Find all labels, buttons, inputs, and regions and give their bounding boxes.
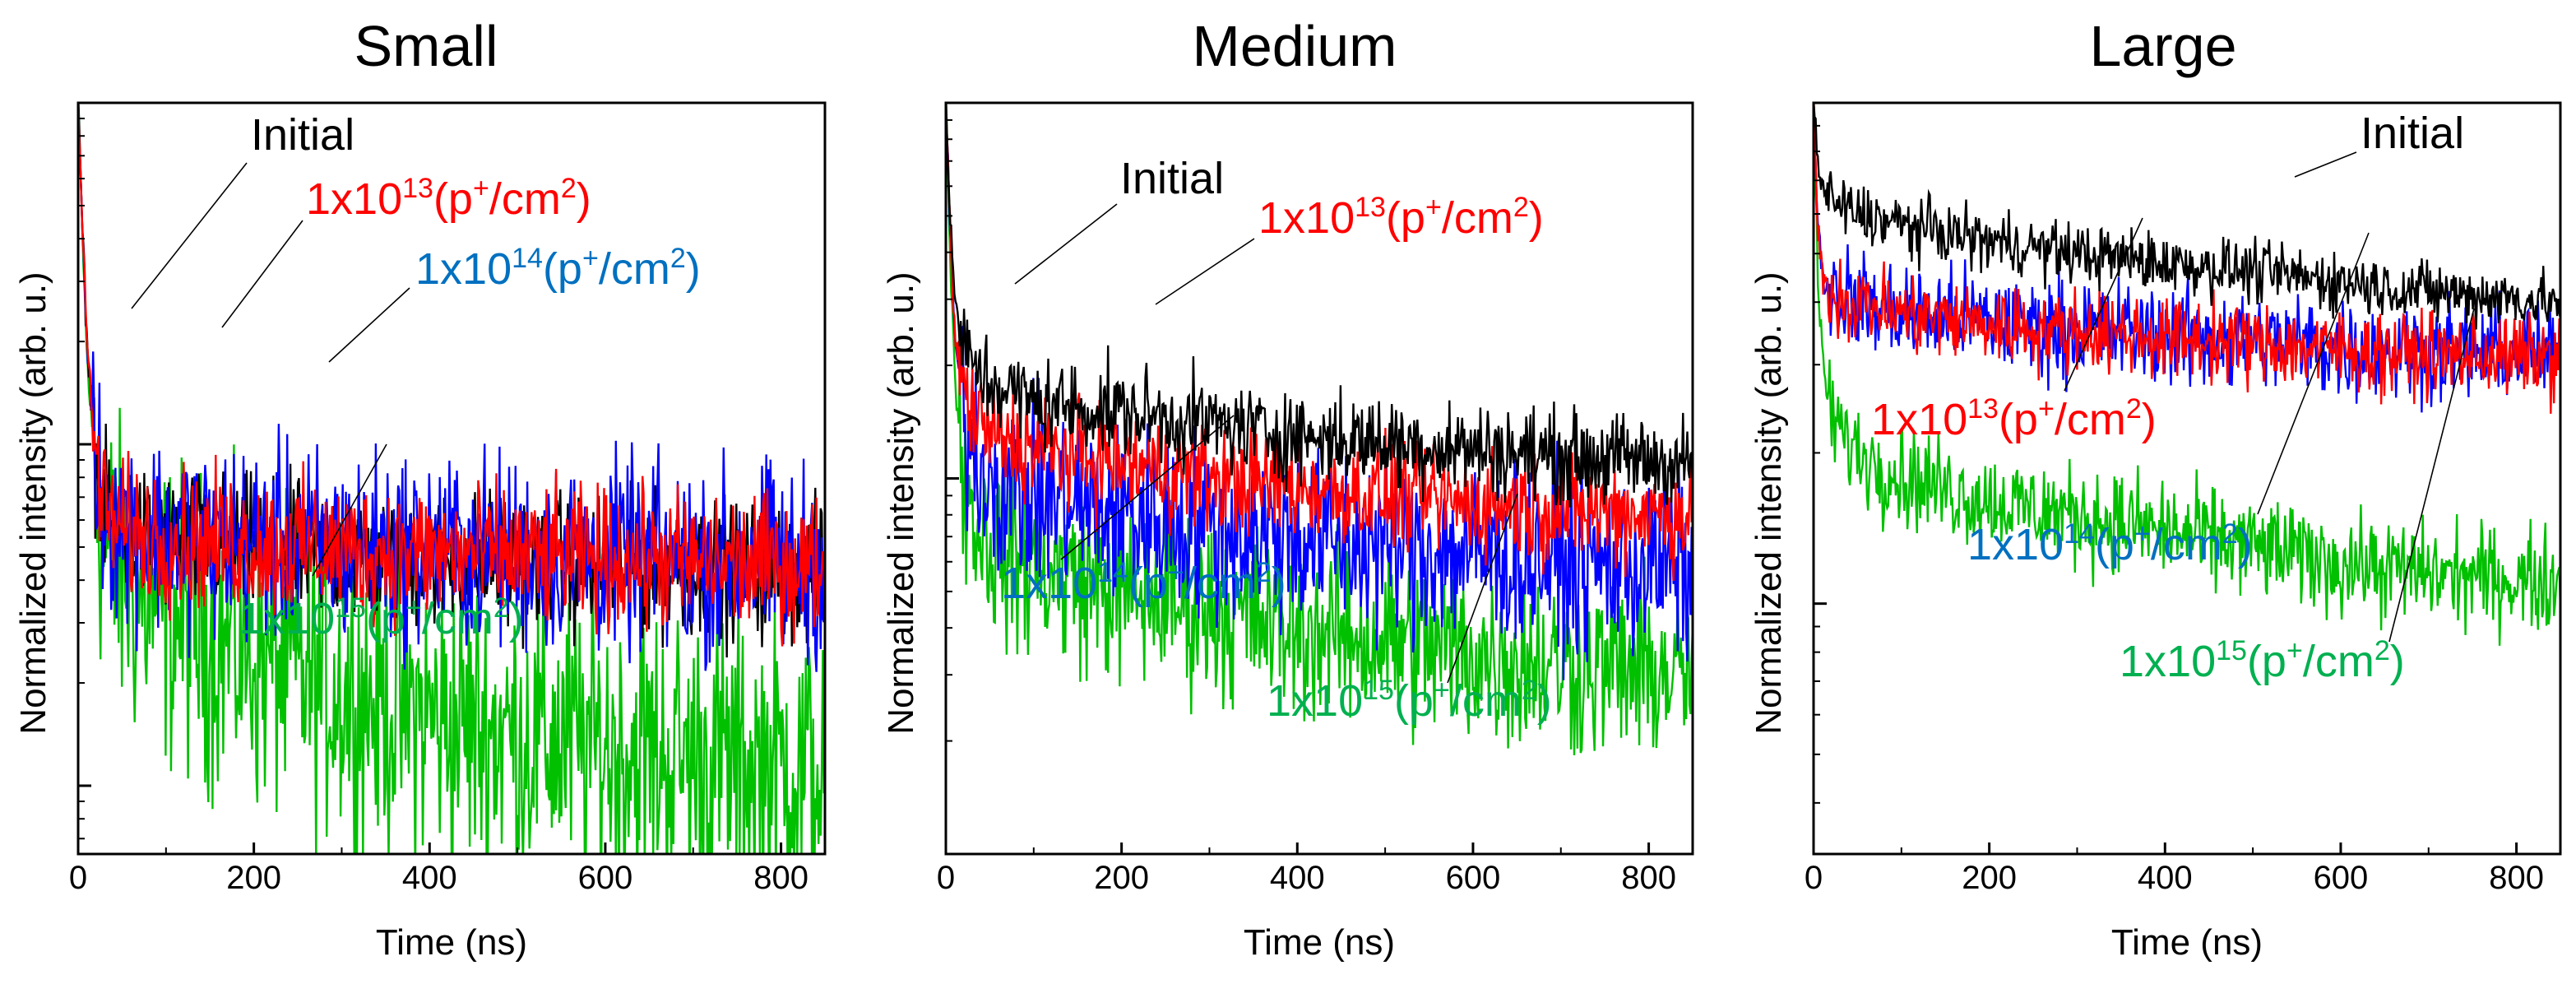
series-Initial-line bbox=[1814, 103, 2560, 330]
x-tick-label: 200 bbox=[1962, 860, 2017, 896]
annotation-1x1014: 1x1014(p+/cm2) bbox=[1001, 557, 1286, 608]
x-tick-label: 600 bbox=[2314, 860, 2369, 896]
annotation-1x1013: 1x1013(p+/cm2) bbox=[1258, 192, 1544, 243]
annotation-leader bbox=[2388, 308, 2475, 643]
annotation-leader bbox=[1060, 415, 1235, 560]
plot-area bbox=[946, 103, 1693, 756]
panel-medium: Medium 0 200 400 600 800 Time (ns) Normalized i… bbox=[881, 14, 1694, 963]
annotation-leader bbox=[1447, 493, 1518, 684]
panel-title: Small bbox=[354, 14, 498, 78]
annotation-1x1014: 1x1014(p+/cm2) bbox=[415, 243, 701, 294]
annotation-leader bbox=[131, 162, 248, 309]
annotation-1x1015: 1x1015(p+/cm2) bbox=[239, 592, 524, 643]
annotation-leader bbox=[2294, 151, 2357, 178]
annotation-initial: Initial bbox=[1120, 154, 1224, 203]
plot-area bbox=[78, 103, 825, 854]
series-1x1014-line bbox=[946, 107, 1693, 680]
annotation-leader bbox=[1014, 203, 1118, 285]
annotation-leader bbox=[328, 287, 410, 363]
panel-large: Large 0 200 400 600 800 Time (ns) Normalized in… bbox=[1749, 14, 2562, 963]
annotation-leader bbox=[1155, 238, 1255, 305]
annotation-1x1015: 1x1015(p+/cm2) bbox=[2120, 635, 2405, 686]
annotation-1x1015: 1x1015(p+/cm2) bbox=[1267, 675, 1552, 726]
x-tick-label: 0 bbox=[69, 860, 87, 896]
x-tick-label: 800 bbox=[753, 860, 808, 896]
y-axis-label: Normalized intensity (arb. u.) bbox=[1749, 272, 1789, 734]
x-tick-label: 0 bbox=[1805, 860, 1823, 896]
x-tick-label: 400 bbox=[402, 860, 457, 896]
annotation-1x1014: 1x1014(p+/cm2) bbox=[1967, 518, 2253, 569]
series-1x1013-line bbox=[946, 105, 1693, 582]
x-tick-label: 0 bbox=[937, 860, 955, 896]
x-tick-label: 400 bbox=[2138, 860, 2193, 896]
annotation-leader bbox=[221, 220, 303, 328]
series-1x1013-line bbox=[1814, 103, 2560, 414]
x-tick-label: 200 bbox=[226, 860, 281, 896]
series-1x1015-line bbox=[78, 103, 825, 854]
annotation-initial: Initial bbox=[251, 110, 354, 160]
annotation-1x1013: 1x1013(p+/cm2) bbox=[306, 173, 591, 224]
x-axis-label: Time (ns) bbox=[2111, 922, 2263, 963]
x-tick-label: 600 bbox=[1446, 860, 1501, 896]
annotation-leader bbox=[2064, 217, 2143, 392]
x-tick-label: 800 bbox=[1621, 860, 1676, 896]
series-1x1015-line bbox=[1814, 103, 2560, 646]
y-axis-label: Normalized intensity (arb. u.) bbox=[13, 272, 53, 734]
annotation-initial: Initial bbox=[2361, 109, 2464, 158]
annotation-1x1013: 1x1013(p+/cm2) bbox=[1871, 393, 2157, 444]
plot-frame bbox=[76, 101, 827, 856]
plot-area bbox=[1814, 103, 2560, 646]
panel-title: Large bbox=[2089, 14, 2236, 78]
x-tick-label: 400 bbox=[1270, 860, 1325, 896]
x-tick-label: 600 bbox=[578, 860, 633, 896]
x-tick-label: 800 bbox=[2489, 860, 2544, 896]
plot-frame bbox=[1812, 101, 2562, 856]
annotation-leader bbox=[2257, 232, 2370, 515]
panel-title: Medium bbox=[1193, 14, 1397, 78]
series-1x1013-line bbox=[78, 103, 825, 647]
panel-small: Small 0 200 400 600 800 Time (ns) Normalized in… bbox=[13, 14, 827, 963]
x-axis-label: Time (ns) bbox=[376, 922, 527, 963]
series-1x1015-line bbox=[946, 103, 1693, 756]
x-tick-label: 200 bbox=[1094, 860, 1149, 896]
series-Initial-line bbox=[946, 103, 1693, 508]
y-axis-label: Normalized intensity (arb. u.) bbox=[881, 272, 921, 734]
annotation-leader bbox=[312, 443, 387, 577]
x-axis-label: Time (ns) bbox=[1244, 922, 1395, 963]
